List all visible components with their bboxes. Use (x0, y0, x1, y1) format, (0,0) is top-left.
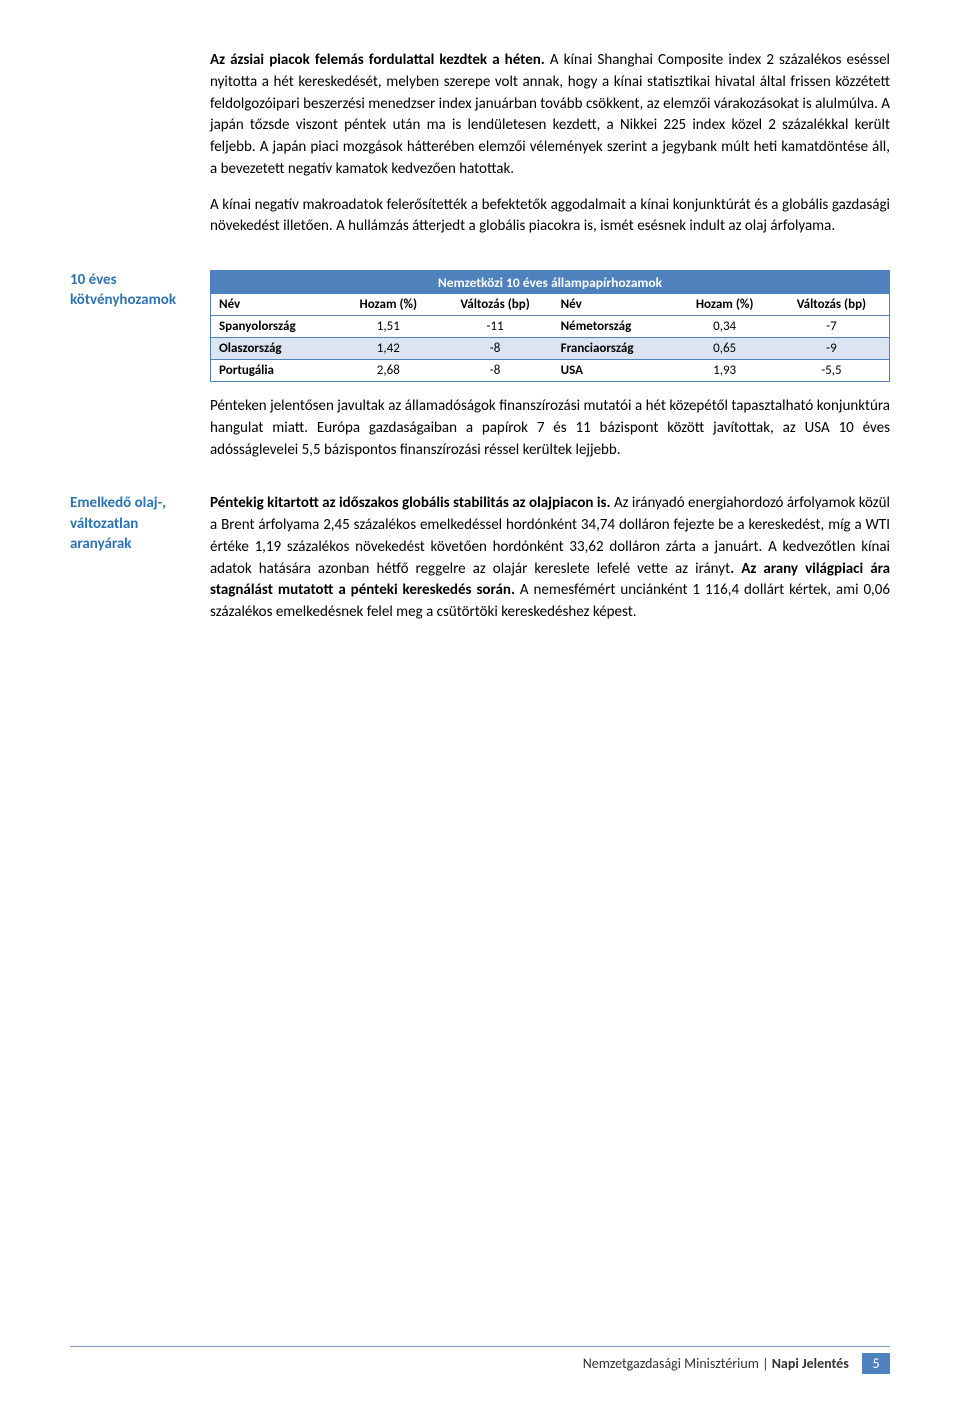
table-cell: Németország (553, 316, 676, 338)
table-cell: USA (553, 360, 676, 382)
footer-title: Napi Jelentés (772, 1355, 849, 1372)
col-yield-2: Hozam (%) (675, 294, 773, 316)
table-row: Portugália2,68-8USA1,93-5,5 (211, 360, 889, 382)
para1-rest: A kínai Shanghai Composite index 2 száza… (210, 51, 890, 178)
table-cell: -7 (774, 316, 889, 338)
table-cell: 0,65 (675, 338, 773, 360)
table-cell: -8 (437, 338, 552, 360)
table-row: Olaszország1,42-8Franciaország0,65-9 (211, 338, 889, 360)
para4-b1: Péntekig kitartott az időszakos globális… (210, 494, 611, 512)
bond-yield-table: Nemzetközi 10 éves állampapírhozamok Név… (210, 270, 890, 382)
col-name-2: Név (553, 294, 676, 316)
side-label-oil: Emelkedő olaj-, változatlan aranyárak (70, 493, 198, 554)
table-cell: 1,93 (675, 360, 773, 382)
page-footer: Nemzetgazdasági Minisztérium | Napi Jele… (70, 1346, 890, 1374)
table-cell: -8 (437, 360, 552, 382)
page-number: 5 (862, 1353, 890, 1374)
paragraph-bonds: Pénteken jelentősen javultak az államadó… (210, 396, 890, 461)
table-cell: Franciaország (553, 338, 676, 360)
table-cell: -9 (774, 338, 889, 360)
footer-sep: | (759, 1355, 772, 1372)
table-title: Nemzetközi 10 éves állampapírhozamok (211, 271, 889, 294)
para1-lead: Az ázsiai piacok felemás fordulattal kez… (210, 51, 545, 69)
paragraph-china: A kínai negatív makroadatok felerősített… (210, 195, 890, 239)
table-cell: 1,51 (339, 316, 437, 338)
table-cell: Portugália (211, 360, 339, 382)
table-cell: Olaszország (211, 338, 339, 360)
col-name-1: Név (211, 294, 339, 316)
table-header-row: Név Hozam (%) Változás (bp) Név Hozam (%… (211, 294, 889, 316)
table-cell: 1,42 (339, 338, 437, 360)
col-change-2: Változás (bp) (774, 294, 889, 316)
paragraph-asia: Az ázsiai piacok felemás fordulattal kez… (210, 50, 890, 181)
table-cell: 2,68 (339, 360, 437, 382)
table-row: Spanyolország1,51-11Németország0,34-7 (211, 316, 889, 338)
table-cell: Spanyolország (211, 316, 339, 338)
col-yield-1: Hozam (%) (339, 294, 437, 316)
side-label-bonds: 10 éves kötvényhozamok (70, 270, 198, 311)
table-cell: -11 (437, 316, 552, 338)
paragraph-oil: Péntekig kitartott az időszakos globális… (210, 493, 890, 624)
col-change-1: Változás (bp) (437, 294, 552, 316)
footer-org: Nemzetgazdasági Minisztérium (583, 1355, 759, 1372)
table-cell: 0,34 (675, 316, 773, 338)
table-cell: -5,5 (774, 360, 889, 382)
